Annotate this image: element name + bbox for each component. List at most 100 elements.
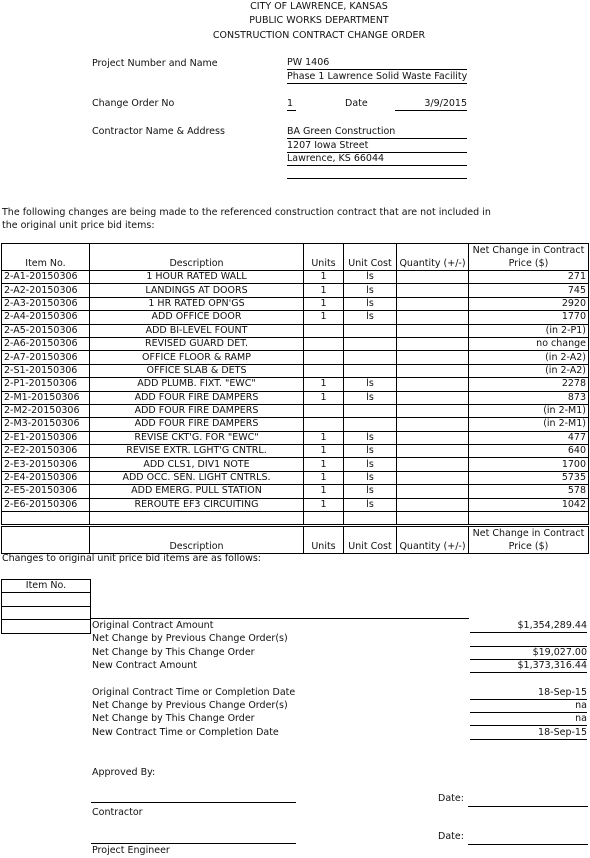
new-amount-label: New Contract Amount xyxy=(92,660,197,671)
engineer-signature-label: Project Engineer xyxy=(92,845,170,856)
orig-time-label: Original Contract Time or Completion Dat… xyxy=(92,687,296,698)
row-net-change: 5735 xyxy=(468,470,589,486)
row-item: 2-E4-20150306 xyxy=(1,470,90,486)
contractor-line-3: Lawrence, KS 66044 xyxy=(287,153,467,166)
row-quantity xyxy=(396,377,469,392)
row-units: 1 xyxy=(303,283,344,298)
row-net-change: (in 2-A2) xyxy=(468,363,589,379)
row-units xyxy=(303,323,344,338)
summary-top-line xyxy=(91,618,469,619)
row-quantity xyxy=(396,336,469,352)
row-unit-cost xyxy=(343,403,397,419)
row-item: 2-E2-20150306 xyxy=(1,444,90,459)
row-item: 2-A4-20150306 xyxy=(1,310,90,325)
row-units: 1 xyxy=(303,377,344,392)
row-description: REVISE CKT'G. FOR "EWC" xyxy=(89,430,304,446)
row-net-change: 1700 xyxy=(468,457,589,472)
row-quantity xyxy=(396,430,469,446)
row-quantity xyxy=(396,296,469,312)
table-row: 2-P1-20150306 ADD PLUMB. FIXT. "EWC" 1 ls 22… xyxy=(1,377,589,392)
row-item: 2-M1-20150306 xyxy=(1,390,90,405)
orig-time: 18-Sep-15 xyxy=(470,687,587,700)
date-line-1 xyxy=(468,806,588,807)
table-header-row: Item No. Description Units Unit Cost Qua… xyxy=(1,243,589,271)
header-item: Item No. xyxy=(1,243,90,271)
row-net-change: 1770 xyxy=(468,310,589,325)
row-item: 2-E3-20150306 xyxy=(1,457,90,472)
table-blank-row xyxy=(1,511,589,526)
row-unit-cost xyxy=(343,417,397,432)
t2-header-net-change-1: Net Change in Contract xyxy=(472,528,585,539)
row-quantity xyxy=(396,269,469,285)
row-units: 1 xyxy=(303,497,344,513)
row-units xyxy=(303,403,344,419)
new-time-label: New Contract Time or Completion Date xyxy=(92,727,279,738)
new-time: 18-Sep-15 xyxy=(470,727,587,740)
t2-header-description: Description xyxy=(89,526,304,554)
row-net-change: (in 2-M1) xyxy=(468,417,589,432)
header-net-change: Net Change in Contract Price ($) xyxy=(468,243,589,271)
row-units: 1 xyxy=(303,430,344,446)
prev-time: na xyxy=(470,700,587,713)
t2-header-units: Units xyxy=(303,526,344,554)
row-quantity xyxy=(396,444,469,459)
orig-amount: $1,354,289.44 xyxy=(470,620,587,633)
row-description: ADD FOUR FIRE DAMPERS xyxy=(89,390,304,405)
row-units: 1 xyxy=(303,296,344,312)
header-line-2: PUBLIC WORKS DEPARTMENT xyxy=(249,15,389,26)
unit-price-table: Description Units Unit Cost Quantity (+/… xyxy=(1,526,589,554)
row-net-change: 2278 xyxy=(468,377,589,392)
table-row: 2-S1-20150306 OFFICE SLAB & DETS (in 2-A2) xyxy=(1,363,589,379)
this-time: na xyxy=(470,713,587,726)
row-description: REVISED GUARD DET. xyxy=(89,336,304,352)
row-item: 2-M2-20150306 xyxy=(1,403,90,419)
header-quantity: Quantity (+/-) xyxy=(396,243,469,271)
header-net-change-1: Net Change in Contract xyxy=(472,245,585,256)
row-net-change: no change xyxy=(468,336,589,352)
row-item: 2-A5-20150306 xyxy=(1,323,90,338)
row-unit-cost xyxy=(343,350,397,365)
row-net-change: (in 2-A2) xyxy=(468,350,589,365)
row-item: 2-E1-20150306 xyxy=(1,430,90,446)
contractor-signature-label: Contractor xyxy=(92,807,143,818)
row-quantity xyxy=(396,484,469,499)
row-item: 2-A3-20150306 xyxy=(1,296,90,312)
t2-header-unit-cost: Unit Cost xyxy=(343,526,397,554)
row-description: ADD EMERG. PULL STATION xyxy=(89,484,304,499)
row-quantity xyxy=(396,390,469,405)
row-unit-cost xyxy=(343,336,397,352)
row-units: 1 xyxy=(303,310,344,325)
date-label: Date xyxy=(345,98,368,109)
row-quantity xyxy=(396,283,469,298)
table-row: 2-E6-20150306 REROUTE EF3 CIRCUITING 1 ls 10… xyxy=(1,497,589,513)
row-description: 1 HR RATED OPN'GS xyxy=(89,296,304,312)
row-description: REVISE EXTR. LGHT'G CNTRL. xyxy=(89,444,304,459)
row-net-change: 477 xyxy=(468,430,589,446)
row-net-change: (in 2-P1) xyxy=(468,323,589,338)
row-units xyxy=(303,336,344,352)
row-unit-cost: ls xyxy=(343,470,397,486)
row-units xyxy=(303,350,344,365)
row-units: 1 xyxy=(303,390,344,405)
t2-header-net-change: Net Change in Contract Price ($) xyxy=(468,526,589,554)
row-unit-cost: ls xyxy=(343,269,397,285)
header-units: Units xyxy=(303,243,344,271)
contractor-signature-line xyxy=(91,802,296,803)
row-units: 1 xyxy=(303,269,344,285)
table-row: 2-E4-20150306 ADD OCC. SEN. LIGHT CNTRLS.… xyxy=(1,470,589,486)
row-description: ADD PLUMB. FIXT. "EWC" xyxy=(89,377,304,392)
row-quantity xyxy=(396,323,469,338)
row-item: 2-A7-20150306 xyxy=(1,350,90,365)
t2-header-item: Item No. xyxy=(1,578,91,594)
header-line-3: CONSTRUCTION CONTRACT CHANGE ORDER xyxy=(212,30,426,41)
header-net-change-2: Price ($) xyxy=(508,258,549,269)
change-order-label: Change Order No xyxy=(92,98,175,109)
row-quantity xyxy=(396,457,469,472)
row-description: ADD CLS1, DIV1 NOTE xyxy=(89,457,304,472)
date-line-2 xyxy=(468,844,588,845)
row-net-change: (in 2-M1) xyxy=(468,403,589,419)
row-description: ADD BI-LEVEL FOUNT xyxy=(89,323,304,338)
row-net-change: 640 xyxy=(468,444,589,459)
row-quantity xyxy=(396,470,469,486)
table-row: 2-A5-20150306 ADD BI-LEVEL FOUNT (in 2-P1) xyxy=(1,323,589,338)
